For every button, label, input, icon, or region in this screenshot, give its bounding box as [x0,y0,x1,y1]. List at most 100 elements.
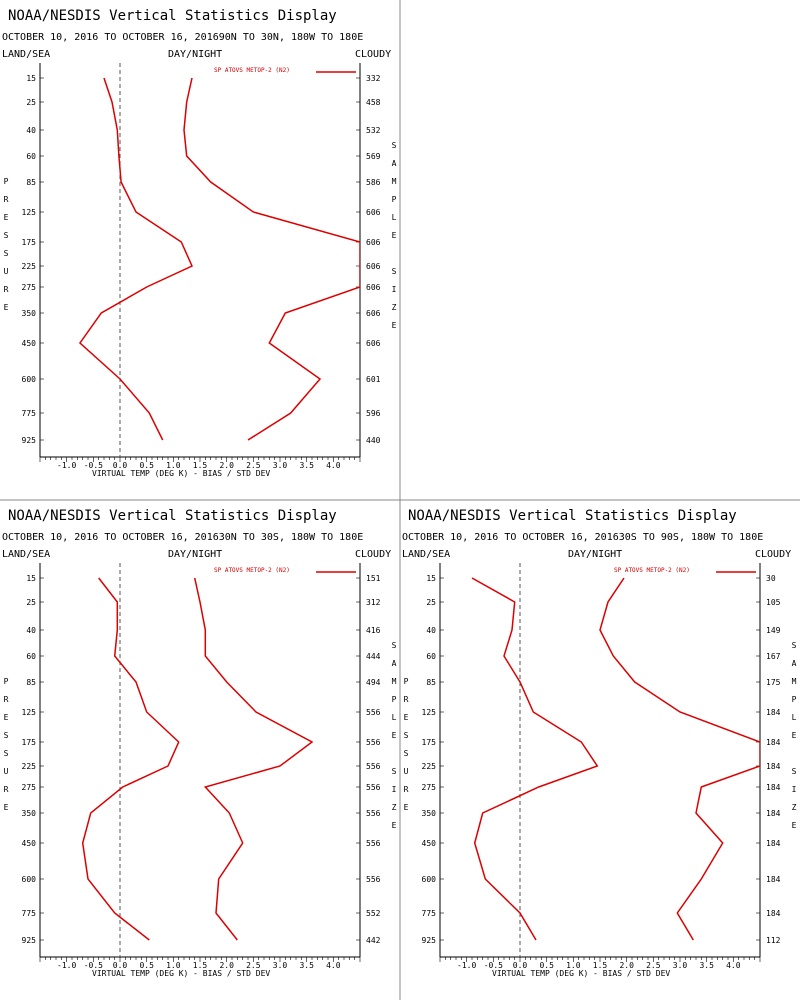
sample-size-label: 149 [766,626,781,635]
sample-size-letter: A [392,659,397,668]
sample-size-label: 184 [766,839,781,848]
sample-size-label: 556 [366,809,381,818]
pressure-letter: E [4,213,9,222]
pressure-level-label: 350 [422,809,437,818]
panel-north: NOAA/NESDIS Vertical Statistics Display … [2,8,397,478]
x-tick-label: -1.0 [57,961,76,970]
pressure-level-label: 275 [22,283,37,292]
panel-subtitle: OCTOBER 10, 2016 TO OCTOBER 16, 201630S … [402,532,763,543]
pressure-level-label: 25 [26,98,36,107]
x-tick-label: 3.0 [673,961,688,970]
pressure-level-label: 275 [422,783,437,792]
pressure-level-label: 775 [422,909,437,918]
x-tick-label: 1.5 [193,461,208,470]
sample-size-label: 105 [766,598,781,607]
sample-size-label: 606 [366,262,381,271]
day-night-label: DAY/NIGHT [168,49,222,60]
sample-size-label: 151 [366,574,381,583]
x-tick-label: -0.5 [84,461,103,470]
pressure-level-label: 350 [22,809,37,818]
pressure-level-label: 175 [422,738,437,747]
sample-size-label: 556 [366,738,381,747]
pressure-letter: U [404,767,409,776]
sample-size-letter: E [392,731,397,740]
sample-size-label: 184 [766,909,781,918]
std-dev-line [193,577,314,941]
pressure-letter: E [404,803,409,812]
sample-size-letter: P [392,695,397,704]
x-tick-label: 0.5 [139,961,154,970]
sample-size-label: 606 [366,309,381,318]
pressure-letter: S [4,749,9,758]
sample-size-letter: I [392,785,397,794]
pressure-letter: E [404,713,409,722]
sample-size-letter: M [392,677,397,686]
std-dev-line [599,577,760,941]
bias-line [79,77,193,441]
pressure-level-label: 15 [26,574,36,583]
sample-size-label: 552 [366,909,381,918]
x-tick-label: 3.0 [273,461,288,470]
x-tick-label: 4.0 [326,961,341,970]
cloudy-label: CLOUDY [355,549,391,560]
sample-size-letter: S [392,267,397,276]
pressure-letter: P [404,677,409,686]
pressure-level-label: 925 [22,936,37,945]
x-tick-label: 3.5 [699,961,714,970]
x-tick-label: 3.0 [273,961,288,970]
sample-size-label: 112 [766,936,781,945]
sample-size-letter: I [792,785,797,794]
sample-size-letter: E [792,731,797,740]
pressure-letter: S [4,231,9,240]
x-tick-label: 2.0 [619,961,634,970]
sample-size-letter: A [392,159,397,168]
panel-south: NOAA/NESDIS Vertical Statistics Display … [402,508,797,978]
pressure-level-label: 125 [22,708,37,717]
day-night-label: DAY/NIGHT [568,549,622,560]
pressure-level-label: 40 [26,626,36,635]
x-tick-label: 1.0 [566,961,581,970]
pressure-letter: R [4,285,9,294]
pressure-level-label: 125 [422,708,437,717]
pressure-letter: R [404,785,409,794]
sample-size-label: 184 [766,783,781,792]
pressure-letter: S [4,249,9,258]
panel-subtitle: OCTOBER 10, 2016 TO OCTOBER 16, 201630N … [2,532,363,543]
pressure-letter: S [4,731,9,740]
sample-size-letter: M [392,177,397,186]
sample-size-letter: P [392,195,397,204]
pressure-level-label: 15 [26,74,36,83]
land-sea-label: LAND/SEA [402,549,450,560]
pressure-letter: E [4,303,9,312]
legend-label: SP ATOVS METOP-2 (N2) [214,67,290,74]
sample-size-letter: Z [392,303,397,312]
sample-size-label: 606 [366,339,381,348]
pressure-level-label: 15 [426,574,436,583]
pressure-letter: U [4,267,9,276]
pressure-letter: P [4,177,9,186]
x-tick-label: -1.0 [457,961,476,970]
sample-size-letter: S [792,641,797,650]
x-tick-label: 0.0 [513,961,528,970]
x-tick-label: 0.0 [113,461,128,470]
x-tick-label: 1.0 [166,961,181,970]
sample-size-letter: Z [792,803,797,812]
pressure-level-label: 85 [26,178,36,187]
sample-size-label: 556 [366,839,381,848]
sample-size-label: 442 [366,936,381,945]
cloudy-label: CLOUDY [755,549,791,560]
pressure-level-label: 350 [22,309,37,318]
sample-size-label: 556 [366,708,381,717]
x-tick-label: 4.0 [726,961,741,970]
sample-size-letter: S [392,141,397,150]
sample-size-label: 444 [366,652,381,661]
pressure-level-label: 775 [22,409,37,418]
pressure-letter: E [4,803,9,812]
panel-tropics: NOAA/NESDIS Vertical Statistics Display … [2,508,397,978]
sample-size-label: 596 [366,409,381,418]
sample-size-letter: L [792,713,797,722]
sample-size-label: 556 [366,783,381,792]
pressure-level-label: 40 [26,126,36,135]
sample-size-letter: E [392,231,397,240]
